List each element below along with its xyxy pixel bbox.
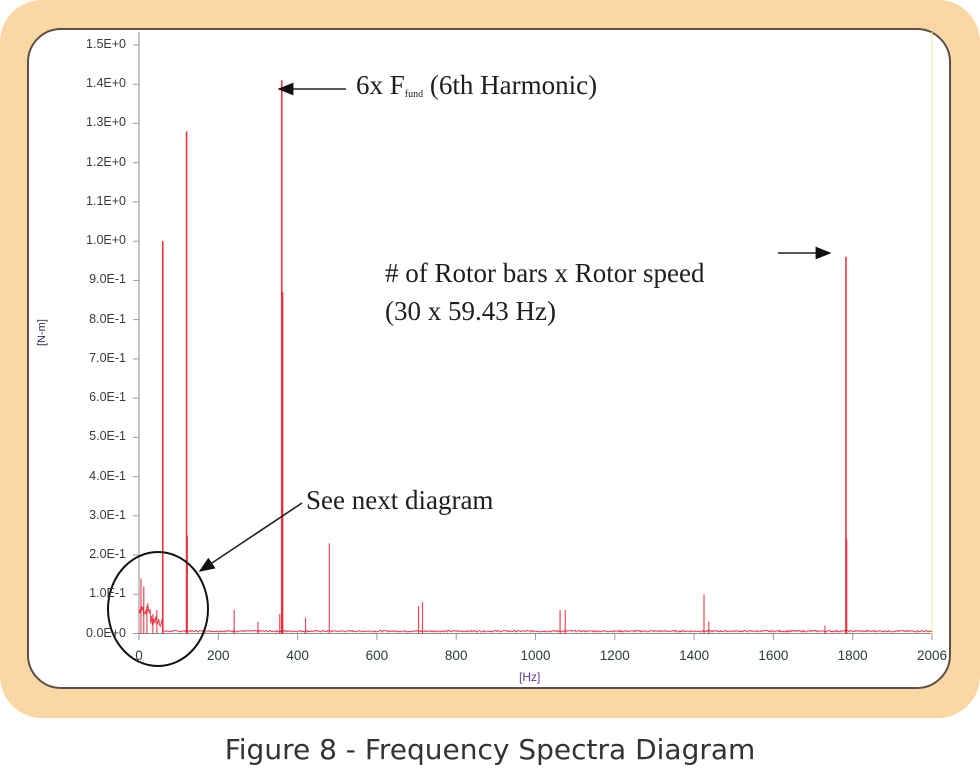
harmonic-annotation: 6x Ffund (6th Harmonic) bbox=[356, 70, 597, 101]
y-tick-label: 1.1E+0 bbox=[86, 193, 126, 208]
x-tick-label: 0 bbox=[135, 648, 143, 663]
x-tick-label: 1400 bbox=[679, 648, 710, 663]
x-tick-label: 400 bbox=[286, 648, 309, 663]
y-tick-label: 3.0E-1 bbox=[89, 507, 126, 522]
y-tick-label: 7.0E-1 bbox=[89, 350, 126, 365]
y-tick-label: 1.4E+0 bbox=[86, 76, 126, 91]
figure-caption: Figure 8 - Frequency Spectra Diagram bbox=[224, 733, 756, 766]
y-tick-label: 1.0E+0 bbox=[86, 233, 126, 248]
x-tick-label: 1000 bbox=[520, 648, 551, 663]
y-tick-label: 8.0E-1 bbox=[89, 311, 126, 326]
x-tick-label: 2006 bbox=[916, 648, 948, 663]
y-axis-label: [N-m] bbox=[36, 319, 48, 346]
x-tick-label: 800 bbox=[444, 648, 468, 663]
x-tick-label: 1200 bbox=[599, 648, 630, 663]
low-frequency-circle bbox=[107, 551, 209, 667]
x-tick-label: 200 bbox=[207, 648, 230, 663]
y-tick-label: 2.0E-1 bbox=[89, 547, 126, 562]
noise-floor bbox=[138, 603, 933, 633]
x-axis-label: [Hz] bbox=[519, 670, 541, 684]
y-ticks bbox=[133, 44, 139, 634]
x-ticks bbox=[138, 634, 933, 640]
y-tick-label: 4.0E-1 bbox=[89, 468, 126, 483]
y-tick-label: 1.3E+0 bbox=[86, 115, 126, 130]
y-tick-label: 5.0E-1 bbox=[89, 429, 126, 444]
y-tick-label: 9.0E-1 bbox=[89, 272, 126, 287]
harmonic-label-rest: (6th Harmonic) bbox=[423, 70, 598, 100]
rotor-annotation-line2: (30 x 59.43 Hz) bbox=[385, 296, 556, 326]
chart-panel bbox=[27, 28, 951, 689]
x-tick-label: 600 bbox=[365, 648, 389, 663]
harmonic-label: 6x F bbox=[356, 70, 405, 100]
y-tick-label: 1.5E+0 bbox=[86, 37, 126, 51]
rotor-annotation-line1: # of Rotor bars x Rotor speed bbox=[385, 258, 705, 288]
spectrum-peaks bbox=[140, 80, 848, 634]
y-tick-label: 6.0E-1 bbox=[89, 390, 126, 405]
y-tick-label: 1.2E+0 bbox=[86, 154, 126, 169]
harmonic-subscript: fund bbox=[404, 89, 424, 100]
x-tick-label: 1600 bbox=[758, 648, 789, 663]
y-tick-label: 0.0E+0 bbox=[86, 625, 126, 640]
x-tick-label: 1800 bbox=[837, 648, 868, 663]
y-tick-label: 1.0E-1 bbox=[89, 586, 126, 601]
next-diagram-annotation: See next diagram bbox=[306, 485, 494, 515]
next-diagram-arrow bbox=[198, 502, 303, 572]
